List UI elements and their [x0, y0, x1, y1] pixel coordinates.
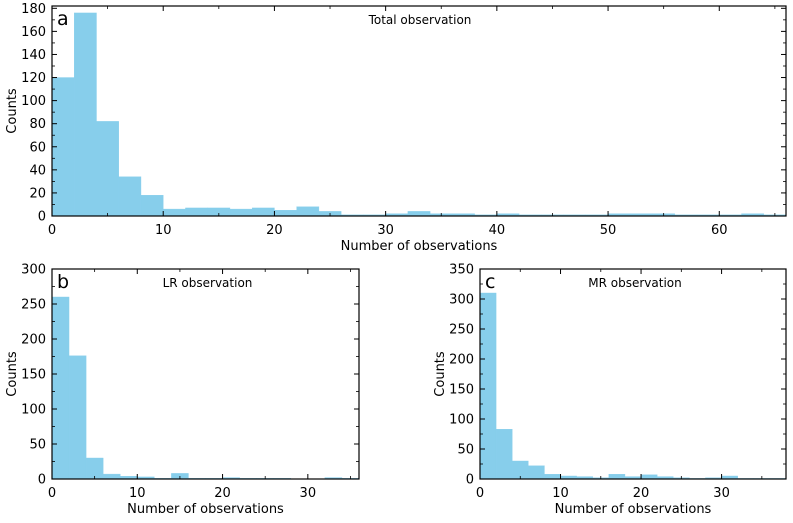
panel-letter: a: [57, 8, 69, 30]
y-tick-label: 0: [38, 210, 46, 225]
histogram-bars: [51, 12, 787, 217]
y-tick-label: 160: [21, 25, 46, 40]
histogram-bar: [85, 457, 104, 480]
y-tick-label: 50: [29, 438, 46, 453]
x-tick-label: 30: [300, 486, 317, 501]
x-axis-label: Number of observations: [127, 502, 284, 517]
histogram-bar: [229, 208, 253, 217]
x-axis-label: Number of observations: [341, 239, 498, 254]
y-tick-label: 20: [29, 186, 46, 201]
axes-frame: [479, 268, 787, 480]
x-tick-label: 0: [48, 223, 56, 238]
y-tick-label: 50: [457, 443, 474, 458]
x-tick-label: 10: [552, 486, 569, 501]
x-tick-label: 30: [713, 486, 730, 501]
y-axis-label: Counts: [433, 351, 448, 397]
y-tick-label: 0: [38, 473, 46, 488]
y-tick-label: 180: [21, 2, 46, 17]
y-tick-label: 150: [449, 383, 474, 398]
histogram-bars: [479, 292, 787, 480]
histogram-bar: [251, 207, 275, 217]
y-tick-label: 200: [449, 353, 474, 368]
y-tick-label: 80: [29, 117, 46, 132]
histogram-bar: [640, 474, 658, 480]
x-tick-label: 20: [214, 486, 231, 501]
panel-letter: b: [57, 271, 69, 293]
histogram-bar: [528, 465, 545, 480]
axes-frame: [51, 5, 787, 217]
panel-a: 0 10 20 30 40 50 60 0 20 40 60 80 100 120 140 160 180 Num…: [5, 2, 787, 254]
y-tick-label: 100: [21, 403, 46, 418]
histogram-bar: [140, 195, 164, 217]
axes-frame: [51, 268, 360, 480]
chart-title: LR observation: [163, 276, 253, 290]
y-axis-label: Counts: [5, 88, 20, 134]
y-tick-label: 120: [21, 71, 46, 86]
histogram-bars: [51, 296, 360, 480]
chart-title: MR observation: [588, 276, 681, 290]
panel-letter: c: [485, 271, 495, 293]
x-tick-label: 50: [600, 223, 617, 238]
histogram-bar: [274, 210, 297, 217]
histogram-bar: [185, 207, 208, 217]
y-tick-label: 150: [21, 368, 46, 383]
chart-title: Total observation: [368, 13, 472, 27]
x-tick-label: 40: [489, 223, 506, 238]
y-tick-label: 40: [29, 163, 46, 178]
y-tick-label: 0: [466, 473, 474, 488]
y-tick-label: 250: [21, 298, 46, 313]
histogram-bar: [544, 474, 561, 480]
histogram-bar: [163, 208, 186, 217]
histogram-bar: [74, 12, 97, 217]
histogram-bar: [96, 121, 119, 217]
histogram-bar: [495, 429, 513, 480]
y-tick-label: 250: [449, 323, 474, 338]
histogram-bar: [68, 355, 87, 480]
y-axis-label: Counts: [5, 351, 20, 397]
y-tick-label: 300: [449, 293, 474, 308]
x-axis-label: Number of observations: [555, 502, 712, 517]
y-tick-label: 60: [29, 140, 46, 155]
y-tick-label: 100: [21, 94, 46, 109]
histogram-bar: [407, 211, 431, 217]
x-tick-label: 30: [377, 223, 394, 238]
x-tick-label: 60: [711, 223, 728, 238]
x-tick-label: 20: [266, 223, 283, 238]
x-tick-label: 20: [633, 486, 650, 501]
x-tick-label: 0: [48, 486, 56, 501]
x-tick-label: 0: [476, 486, 484, 501]
histogram-bar: [479, 292, 497, 480]
y-tick-label: 200: [21, 333, 46, 348]
y-tick-label: 100: [449, 413, 474, 428]
histogram-bar: [102, 473, 121, 480]
x-tick-label: 10: [155, 223, 172, 238]
x-tick-label: 10: [129, 486, 146, 501]
y-tick-label: 350: [449, 263, 474, 278]
histogram-bar: [608, 474, 626, 480]
histogram-bar: [118, 176, 142, 217]
histogram-bar: [296, 206, 320, 217]
histogram-bar: [51, 296, 70, 480]
y-tick-label: 300: [21, 263, 46, 278]
y-tick-label: 140: [21, 48, 46, 63]
